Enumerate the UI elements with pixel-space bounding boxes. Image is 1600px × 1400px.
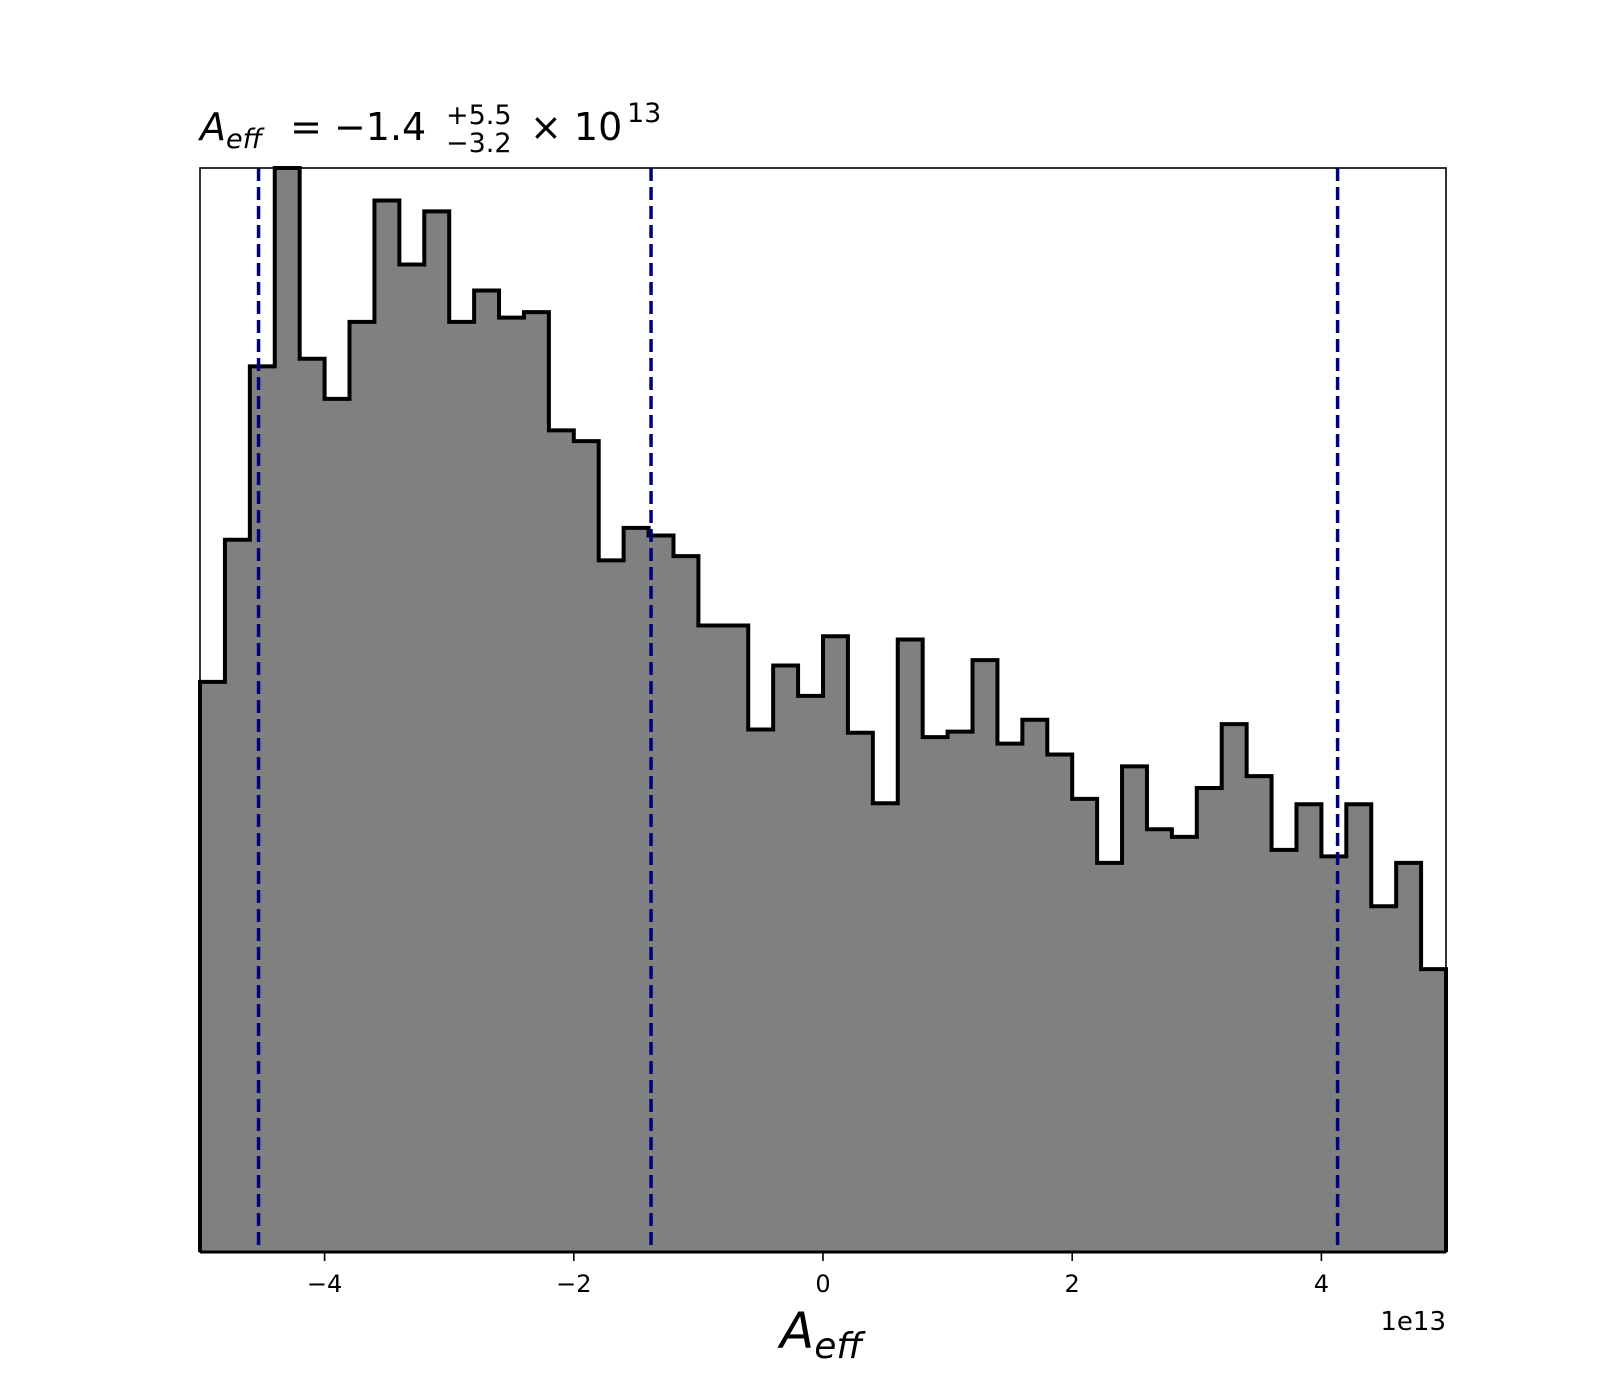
histogram-bar — [1221, 724, 1248, 1252]
title-variable-subscript: eff — [226, 124, 265, 155]
histogram-bar — [399, 264, 425, 1252]
title-lower-error: −3.2 — [446, 128, 512, 159]
histogram-bar — [648, 535, 675, 1252]
histogram-bar — [847, 732, 874, 1252]
title-exponent: 13 — [627, 98, 661, 129]
title-variable: A — [197, 105, 226, 149]
histogram-bar — [872, 803, 899, 1252]
histogram-bar — [548, 430, 575, 1252]
histogram-bar — [798, 695, 824, 1252]
histogram-bar — [324, 398, 351, 1253]
histogram-bar — [1022, 719, 1048, 1252]
x-tick-label: 0 — [815, 1270, 830, 1298]
title-equals: = — [290, 105, 322, 149]
histogram-bars — [200, 168, 1447, 1253]
histogram-bar — [1146, 829, 1173, 1252]
histogram-bar — [1097, 862, 1123, 1252]
histogram-bar — [1171, 836, 1198, 1252]
x-axis-offset-label: 1e13 — [1380, 1307, 1446, 1337]
histogram-bar — [598, 560, 625, 1252]
histogram-bar — [1246, 776, 1273, 1252]
histogram-bar — [200, 681, 226, 1252]
x-axis-label-subscript: eff — [814, 1326, 866, 1367]
histogram-bar — [1122, 766, 1148, 1252]
x-tick-label: −4 — [307, 1270, 342, 1298]
histogram-bar — [274, 168, 301, 1252]
histogram-bar — [997, 743, 1023, 1252]
histogram-bar — [523, 312, 550, 1252]
title-power: × 10 — [530, 105, 622, 149]
histogram-bar — [673, 556, 699, 1252]
histogram-bar — [623, 527, 650, 1252]
histogram-bar — [1321, 856, 1347, 1252]
histogram-bar — [698, 625, 724, 1252]
x-tick-label: −2 — [556, 1270, 591, 1298]
histogram-bar — [773, 665, 799, 1252]
chart-title: Aeff = −1.4 — [197, 105, 426, 155]
histogram-bar — [1072, 798, 1098, 1252]
histogram-bar — [1396, 862, 1422, 1252]
histogram-bar — [723, 625, 749, 1252]
histogram-bar — [474, 290, 500, 1252]
x-axis-label-main: A — [777, 1302, 814, 1360]
histogram-bar — [1271, 849, 1298, 1252]
histogram-bar — [947, 731, 974, 1252]
histogram-bar — [897, 639, 924, 1252]
histogram-bar — [573, 441, 600, 1253]
histogram-bar — [922, 737, 949, 1252]
x-tick-label: 2 — [1065, 1270, 1080, 1298]
histogram-bar — [1047, 754, 1073, 1252]
histogram-bar — [224, 539, 251, 1252]
histogram-bar — [1371, 906, 1397, 1252]
histogram-bar — [823, 636, 849, 1252]
histogram-bar — [499, 317, 525, 1252]
x-ticks: −4 −2 0 2 4 — [307, 1252, 1329, 1298]
histogram-bar — [972, 660, 999, 1252]
x-axis-label: Aeff — [777, 1302, 866, 1367]
histogram-bar — [349, 321, 376, 1253]
histogram-bar — [1346, 804, 1372, 1252]
histogram-bar — [1196, 788, 1223, 1252]
histogram-bar — [1421, 969, 1447, 1252]
histogram-step-outline — [198, 166, 1448, 1252]
quantile-lines — [256, 168, 1340, 1252]
histogram-bar — [374, 200, 400, 1252]
histogram-bar — [249, 366, 276, 1252]
x-tick-label: 4 — [1314, 1270, 1329, 1298]
histogram-bar — [449, 321, 475, 1253]
histogram-bar — [424, 211, 450, 1253]
histogram-bar — [1296, 804, 1322, 1252]
histogram-bar — [299, 358, 326, 1252]
title-upper-error: +5.5 — [446, 100, 512, 131]
title-value: −1.4 — [334, 105, 426, 149]
histogram-bar — [748, 729, 774, 1252]
